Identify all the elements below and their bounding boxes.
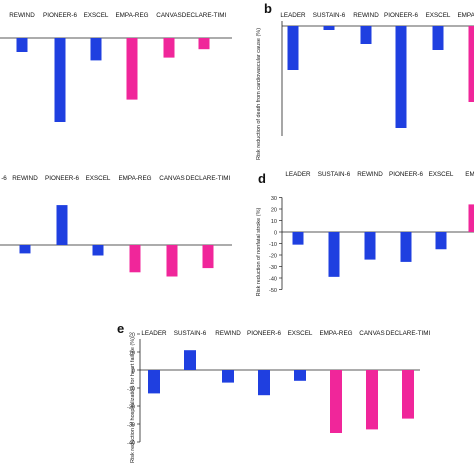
category-label: PIONEER-6 bbox=[384, 12, 418, 19]
category-label: REWIND bbox=[215, 330, 241, 337]
category-label: CANVAS bbox=[359, 330, 384, 337]
bar bbox=[292, 232, 304, 245]
bar bbox=[222, 370, 234, 383]
bar bbox=[126, 38, 138, 100]
bar bbox=[90, 38, 102, 61]
panel-label-d: d bbox=[258, 171, 266, 186]
category-label: EMPA-REG bbox=[115, 12, 148, 19]
bar bbox=[19, 245, 31, 254]
bar bbox=[328, 232, 340, 277]
category-label: REWIND bbox=[357, 171, 383, 178]
category-label: EXSCEL bbox=[429, 171, 454, 178]
bar bbox=[16, 38, 28, 52]
category-label: -6 bbox=[1, 175, 7, 182]
category-label: CANVAS bbox=[159, 175, 184, 182]
y-tick-label: 20 bbox=[271, 208, 277, 214]
chart-panel-b: b Risk reduction of death from cardiovasc… bbox=[256, 1, 474, 160]
bar bbox=[435, 232, 447, 250]
category-label: REWIND bbox=[353, 12, 379, 19]
panel-label-b: b bbox=[264, 1, 272, 16]
y-tick-label: -50 bbox=[269, 288, 277, 294]
bar bbox=[202, 245, 214, 269]
category-label: DECLARE-TIMI bbox=[182, 12, 227, 19]
bar bbox=[364, 232, 376, 260]
chart-panel-c: -6 REWIND PIONEER-6 EXSCEL EMPA-REG CANVAS DEC… bbox=[0, 175, 232, 277]
y-tick-label: -30 bbox=[127, 423, 135, 429]
y-tick-label: -30 bbox=[269, 265, 277, 271]
chart-panel-d: d 30 20 10 0 -10 -20 -30 -40 -50 Risk reduction of… bbox=[256, 171, 474, 296]
category-label: CANVAS bbox=[156, 12, 181, 19]
category-label: SUSTAIN-6 bbox=[174, 330, 207, 337]
bar bbox=[395, 26, 407, 128]
y-tick-label: -40 bbox=[269, 277, 277, 283]
bar bbox=[163, 38, 175, 58]
category-label: PIONEER-6 bbox=[43, 12, 77, 19]
category-label: LEADER bbox=[285, 171, 311, 178]
bar bbox=[54, 38, 66, 122]
category-label: EMPA-REG bbox=[457, 12, 474, 19]
y-tick-label: 10 bbox=[271, 219, 277, 225]
y-axis-title-e: Risk reduction of hospitalization for he… bbox=[130, 337, 136, 463]
category-label: EMPA bbox=[465, 171, 474, 178]
bar bbox=[468, 204, 474, 232]
category-label: LEADER bbox=[280, 12, 306, 19]
y-tick-label: -20 bbox=[127, 405, 135, 411]
category-label: PIONEER-6 bbox=[45, 175, 79, 182]
y-tick-label: -10 bbox=[127, 387, 135, 393]
category-label: REWIND bbox=[12, 175, 38, 182]
bar bbox=[56, 205, 68, 245]
bar bbox=[166, 245, 178, 277]
y-tick-label: 10 bbox=[129, 351, 135, 357]
category-label: EMPA-REG bbox=[319, 330, 352, 337]
category-label: REWIND bbox=[9, 12, 35, 19]
bar bbox=[294, 370, 306, 381]
y-tick-label: -20 bbox=[269, 254, 277, 260]
y-tick-label: 30 bbox=[271, 196, 277, 202]
bar bbox=[468, 26, 474, 102]
bar bbox=[400, 232, 412, 262]
bar bbox=[148, 370, 160, 394]
y-tick-label: 0 bbox=[274, 231, 277, 237]
chart-panel-a: REWIND PIONEER-6 EXSCEL EMPA-REG CANVAS DECLA… bbox=[0, 12, 232, 122]
bar bbox=[360, 26, 372, 44]
category-label: EXSCEL bbox=[84, 12, 109, 19]
bar bbox=[402, 370, 414, 419]
category-label: PIONEER-6 bbox=[247, 330, 281, 337]
bar bbox=[258, 370, 270, 396]
bar bbox=[198, 38, 210, 50]
y-axis-title-d: Risk reduction of nonfatal stroke (%) bbox=[256, 208, 262, 297]
y-tick-label: -10 bbox=[269, 242, 277, 248]
category-label: SUSTAIN-6 bbox=[313, 12, 346, 19]
category-label: PIONEER-6 bbox=[389, 171, 423, 178]
bar bbox=[184, 350, 196, 370]
category-label: SUSTAIN-6 bbox=[318, 171, 351, 178]
category-label: EXSCEL bbox=[86, 175, 111, 182]
y-tick-label: -40 bbox=[127, 441, 135, 447]
category-label: EMPA-REG bbox=[118, 175, 151, 182]
y-tick-label: 20 bbox=[129, 333, 135, 339]
y-tick-label: 0 bbox=[132, 369, 135, 375]
category-label: DECLARE-TIMI bbox=[186, 175, 231, 182]
category-label: EXSCEL bbox=[288, 330, 313, 337]
bar bbox=[129, 245, 141, 273]
bar bbox=[287, 26, 299, 70]
bar bbox=[330, 370, 342, 433]
category-label: LEADER bbox=[141, 330, 167, 337]
category-label: DECLARE-TIMI bbox=[386, 330, 431, 337]
y-axis-title-b: Risk reduction of death from cardiovascu… bbox=[256, 28, 262, 160]
category-label: EXSCEL bbox=[426, 12, 451, 19]
panel-label-e: e bbox=[117, 321, 124, 336]
bar bbox=[323, 26, 335, 30]
bar bbox=[92, 245, 104, 256]
bar bbox=[366, 370, 378, 430]
bar bbox=[432, 26, 444, 50]
